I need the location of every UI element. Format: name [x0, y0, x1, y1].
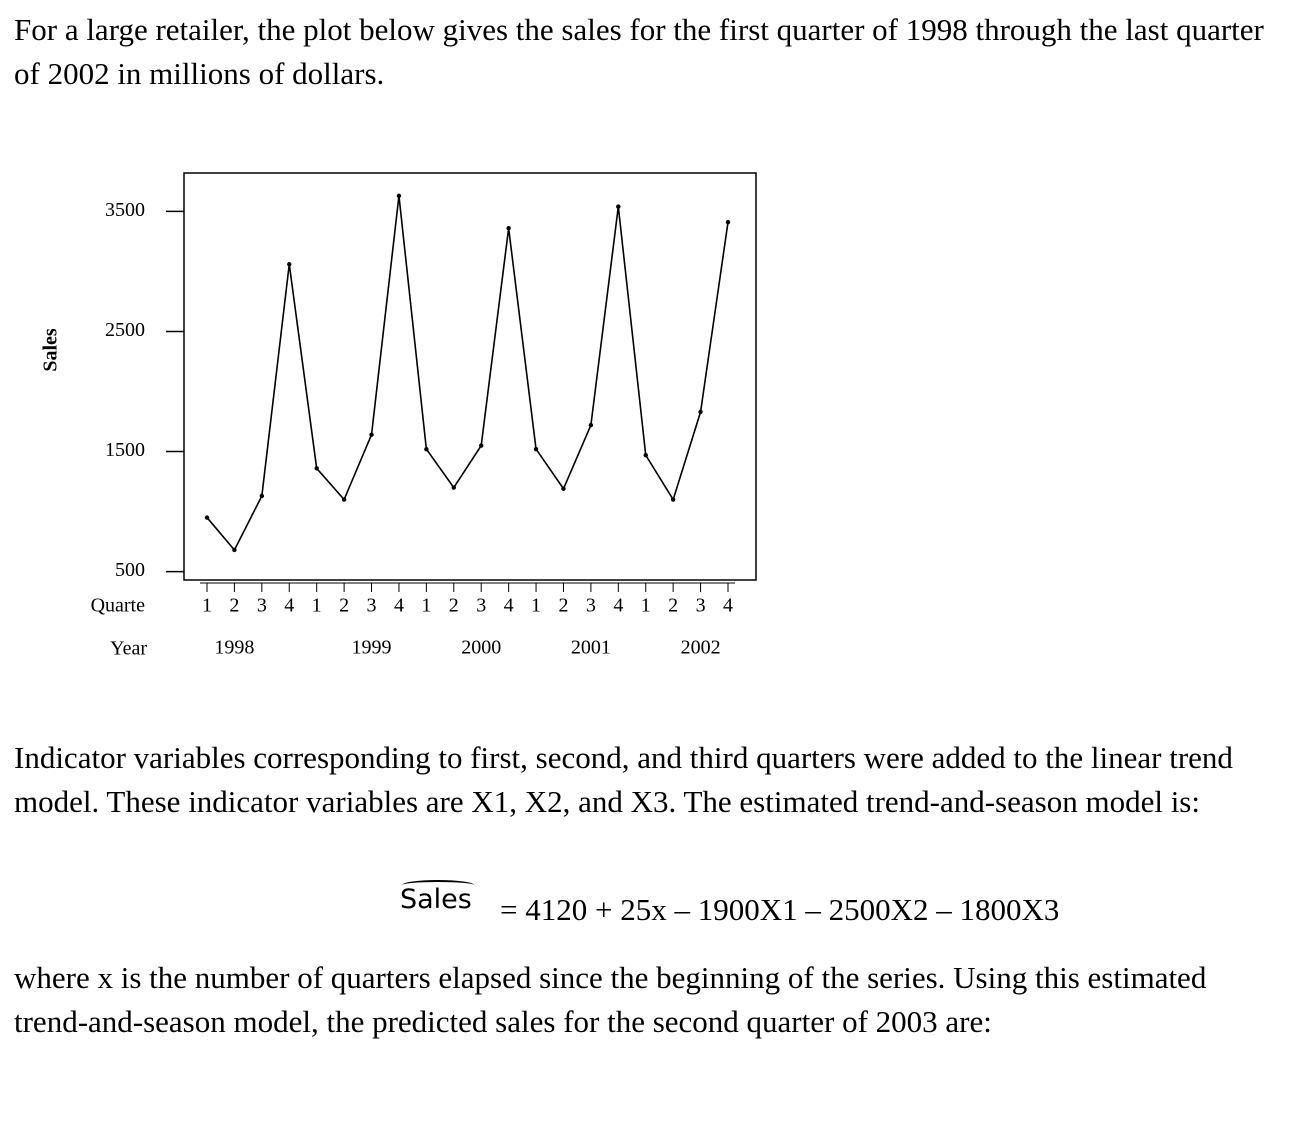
- x-tick-label: 4: [394, 595, 404, 617]
- year-label: 1999: [352, 637, 392, 659]
- x-tick-label: 3: [586, 595, 596, 617]
- data-point: [451, 485, 456, 490]
- year-label: 1998: [214, 637, 254, 659]
- x-tick-label: 1: [312, 595, 322, 617]
- x-tick-label: 2: [668, 595, 678, 617]
- x-tick-label: 4: [504, 595, 514, 617]
- year-axis-label: Year: [110, 638, 147, 660]
- paragraph: Indicator variables corresponding to fir…: [14, 740, 1233, 819]
- hat: [402, 880, 474, 890]
- x-tick-label: 4: [723, 595, 733, 617]
- year-label: 2002: [681, 637, 721, 659]
- data-point: [670, 497, 676, 502]
- x-tick-label: 3: [696, 595, 706, 617]
- y-tick-label: 500: [115, 559, 145, 581]
- x-tick-label: 1: [531, 595, 541, 617]
- x-tick-label: 3: [367, 595, 377, 617]
- data-point: [424, 446, 429, 452]
- data-point: [259, 493, 265, 499]
- x-tick-label: 2: [449, 595, 459, 617]
- y-axis-label: Sales: [40, 328, 62, 372]
- data-point: [314, 466, 319, 471]
- x-tick-label: 2: [229, 595, 239, 617]
- x-tick-label: 4: [613, 595, 623, 617]
- data-point: [643, 452, 648, 458]
- data-point: [287, 262, 292, 267]
- data-point: [341, 497, 347, 502]
- data-point: [506, 226, 511, 231]
- data-point: [479, 443, 484, 448]
- x-tick-label: 3: [257, 595, 267, 617]
- data-point: [616, 204, 621, 209]
- plot-frame: [183, 172, 757, 581]
- data-point: [533, 446, 539, 452]
- x-tick-label: 3: [476, 595, 486, 617]
- formula-lhs: Sales: [400, 884, 472, 915]
- intro: For a large retailer, the plot below giv…: [14, 12, 1264, 91]
- x-tick-label: 1: [641, 595, 651, 617]
- x-axis-label: Quarte: [91, 595, 146, 617]
- x-tick-label: 1: [421, 595, 431, 617]
- year-label: 2000: [461, 637, 501, 659]
- data-point: [588, 422, 594, 428]
- y-tick-label: 2500: [105, 319, 145, 341]
- x-tick-label: 2: [558, 595, 568, 617]
- closing: where x is the number of quarters elapse…: [14, 960, 1207, 1039]
- data-point: [561, 486, 566, 491]
- x-tick-label: 2: [339, 595, 349, 617]
- data-point: [232, 547, 237, 553]
- data-point: [698, 409, 703, 415]
- data-point: [204, 515, 210, 520]
- data-point: [369, 432, 374, 437]
- sales-line: [206, 195, 729, 552]
- x-tick-label: 4: [284, 595, 294, 617]
- data-point: [725, 220, 731, 225]
- formula-rhs: = 4120 + 25x – 1900X1 – 2500X2 – 1800X3: [500, 892, 1060, 927]
- year-label: 2001: [571, 637, 611, 659]
- data-point: [396, 193, 402, 199]
- y-tick-label: 3500: [105, 199, 145, 221]
- x-tick-label: 1: [202, 595, 212, 617]
- y-tick-label: 1500: [105, 439, 145, 461]
